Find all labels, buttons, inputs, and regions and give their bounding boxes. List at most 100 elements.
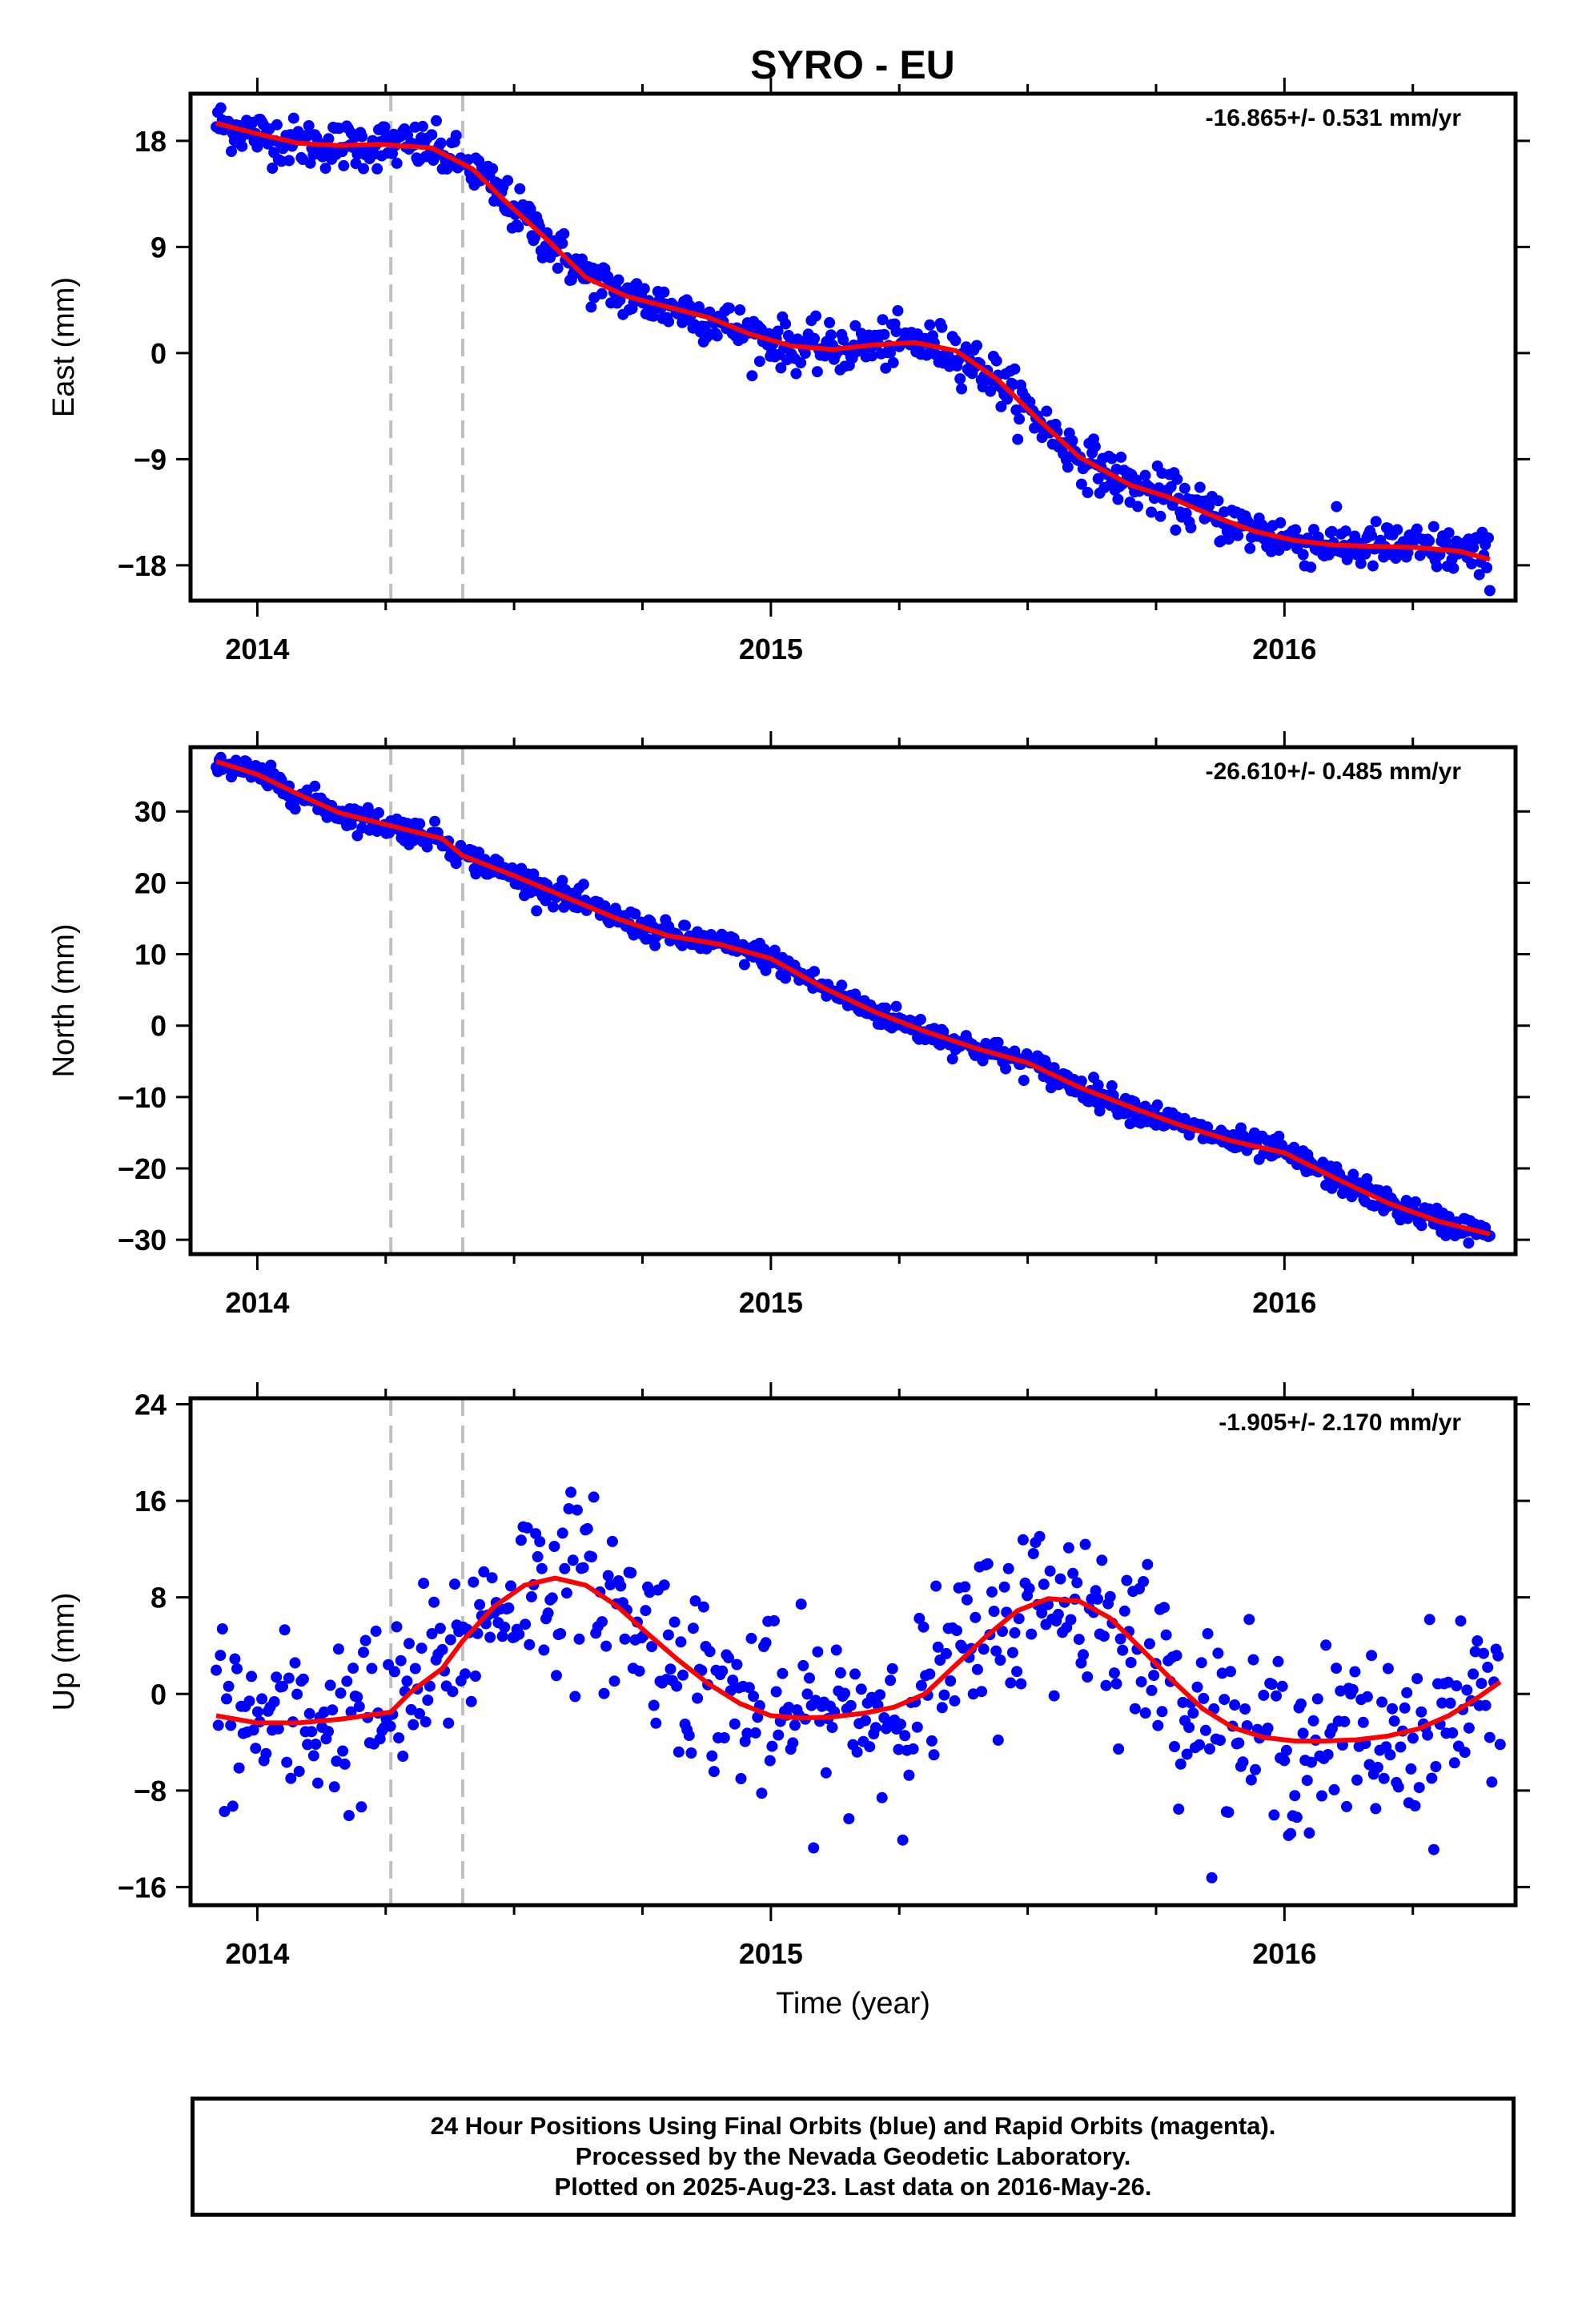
data-point (323, 1726, 334, 1738)
data-point (640, 1605, 652, 1617)
data-point (571, 1504, 583, 1516)
data-point (505, 1580, 516, 1592)
data-point (1443, 527, 1455, 539)
data-point (465, 1695, 477, 1707)
data-point (384, 1720, 396, 1732)
data-point (731, 1659, 743, 1671)
data-point (924, 1668, 936, 1680)
data-point (391, 1621, 403, 1633)
data-point (880, 1002, 892, 1014)
data-point (1494, 1739, 1506, 1751)
data-point (359, 1634, 371, 1647)
data-point (1339, 525, 1351, 537)
data-point (1447, 562, 1460, 574)
data-point (1371, 1762, 1383, 1773)
data-point (749, 1727, 761, 1739)
data-point (760, 1637, 772, 1649)
data-point (1285, 1827, 1297, 1839)
data-point (1328, 1783, 1340, 1795)
data-point (1401, 1687, 1413, 1699)
data-point (1468, 541, 1480, 553)
data-point (1370, 1803, 1382, 1815)
data-point (212, 1719, 224, 1731)
data-point (287, 112, 299, 124)
data-point (895, 1719, 906, 1731)
data-point (1250, 1763, 1261, 1775)
data-point (1017, 1534, 1029, 1546)
footer-line-orbits: 24 Hour Positions Using Final Orbits (bl… (430, 2112, 1276, 2140)
data-point (1367, 560, 1379, 572)
data-point (1271, 1690, 1282, 1702)
data-point (1339, 1715, 1351, 1727)
data-point (1005, 1677, 1017, 1689)
data-point (216, 1623, 228, 1634)
data-point (283, 155, 295, 167)
data-point (1194, 1739, 1206, 1751)
data-point (1009, 363, 1021, 375)
data-point (809, 966, 821, 978)
data-point (536, 1562, 548, 1574)
data-point (310, 1739, 322, 1750)
data-point (633, 1665, 645, 1677)
data-point (247, 1724, 259, 1736)
data-point (1000, 1063, 1012, 1075)
data-point (1052, 1608, 1064, 1620)
chart-title: SYRO - EU (750, 42, 955, 87)
data-point (855, 1683, 867, 1695)
data-point (1177, 1696, 1189, 1708)
data-point (775, 362, 787, 374)
data-point (414, 818, 426, 830)
data-point (804, 1672, 815, 1684)
data-point (243, 1695, 255, 1707)
data-point (1349, 1666, 1361, 1678)
y-tick-label: 0 (151, 337, 167, 370)
data-point (1154, 510, 1166, 522)
data-point (869, 1722, 881, 1734)
data-point (226, 146, 237, 157)
velocity-label: -26.610+/- 0.485 mm/yr (1206, 758, 1462, 785)
data-point (1170, 1650, 1182, 1662)
data-point (1384, 1749, 1396, 1761)
data-point (1169, 1741, 1180, 1752)
data-point (351, 1691, 363, 1703)
data-point (447, 1686, 459, 1698)
data-point (738, 959, 750, 971)
data-point (890, 326, 902, 337)
data-point (371, 163, 383, 175)
data-point (1482, 1661, 1494, 1673)
x-tick-label: 2014 (225, 1286, 289, 1319)
data-point (596, 287, 608, 300)
data-point (538, 1644, 550, 1656)
data-point (743, 1682, 755, 1694)
data-point (1215, 1735, 1226, 1747)
data-point (1054, 1573, 1066, 1585)
data-point (528, 868, 540, 880)
data-point (1160, 1629, 1172, 1641)
data-point (449, 1578, 460, 1590)
data-point (915, 1679, 927, 1691)
data-point (680, 919, 691, 931)
data-point (777, 1667, 789, 1679)
y-tick-label: 16 (135, 1485, 167, 1518)
data-point (499, 1622, 511, 1633)
data-point (1427, 521, 1439, 533)
data-point (820, 1767, 832, 1779)
data-point (1152, 1719, 1164, 1731)
data-point (789, 1719, 801, 1731)
data-point (548, 901, 559, 913)
data-point (246, 1671, 258, 1683)
data-point (496, 1630, 508, 1642)
data-point (1106, 452, 1118, 464)
data-point (596, 1616, 608, 1628)
data-point (555, 1628, 567, 1639)
data-point (534, 1536, 546, 1547)
data-point (1062, 1542, 1074, 1554)
data-point (1347, 1168, 1359, 1180)
data-point (985, 385, 997, 397)
data-point (416, 120, 428, 132)
velocity-label: -16.865+/- 0.531 mm/yr (1206, 105, 1462, 131)
data-point (1468, 1668, 1480, 1680)
data-point (685, 1747, 697, 1759)
data-point (1463, 1722, 1475, 1734)
fit-line (215, 758, 1491, 1236)
